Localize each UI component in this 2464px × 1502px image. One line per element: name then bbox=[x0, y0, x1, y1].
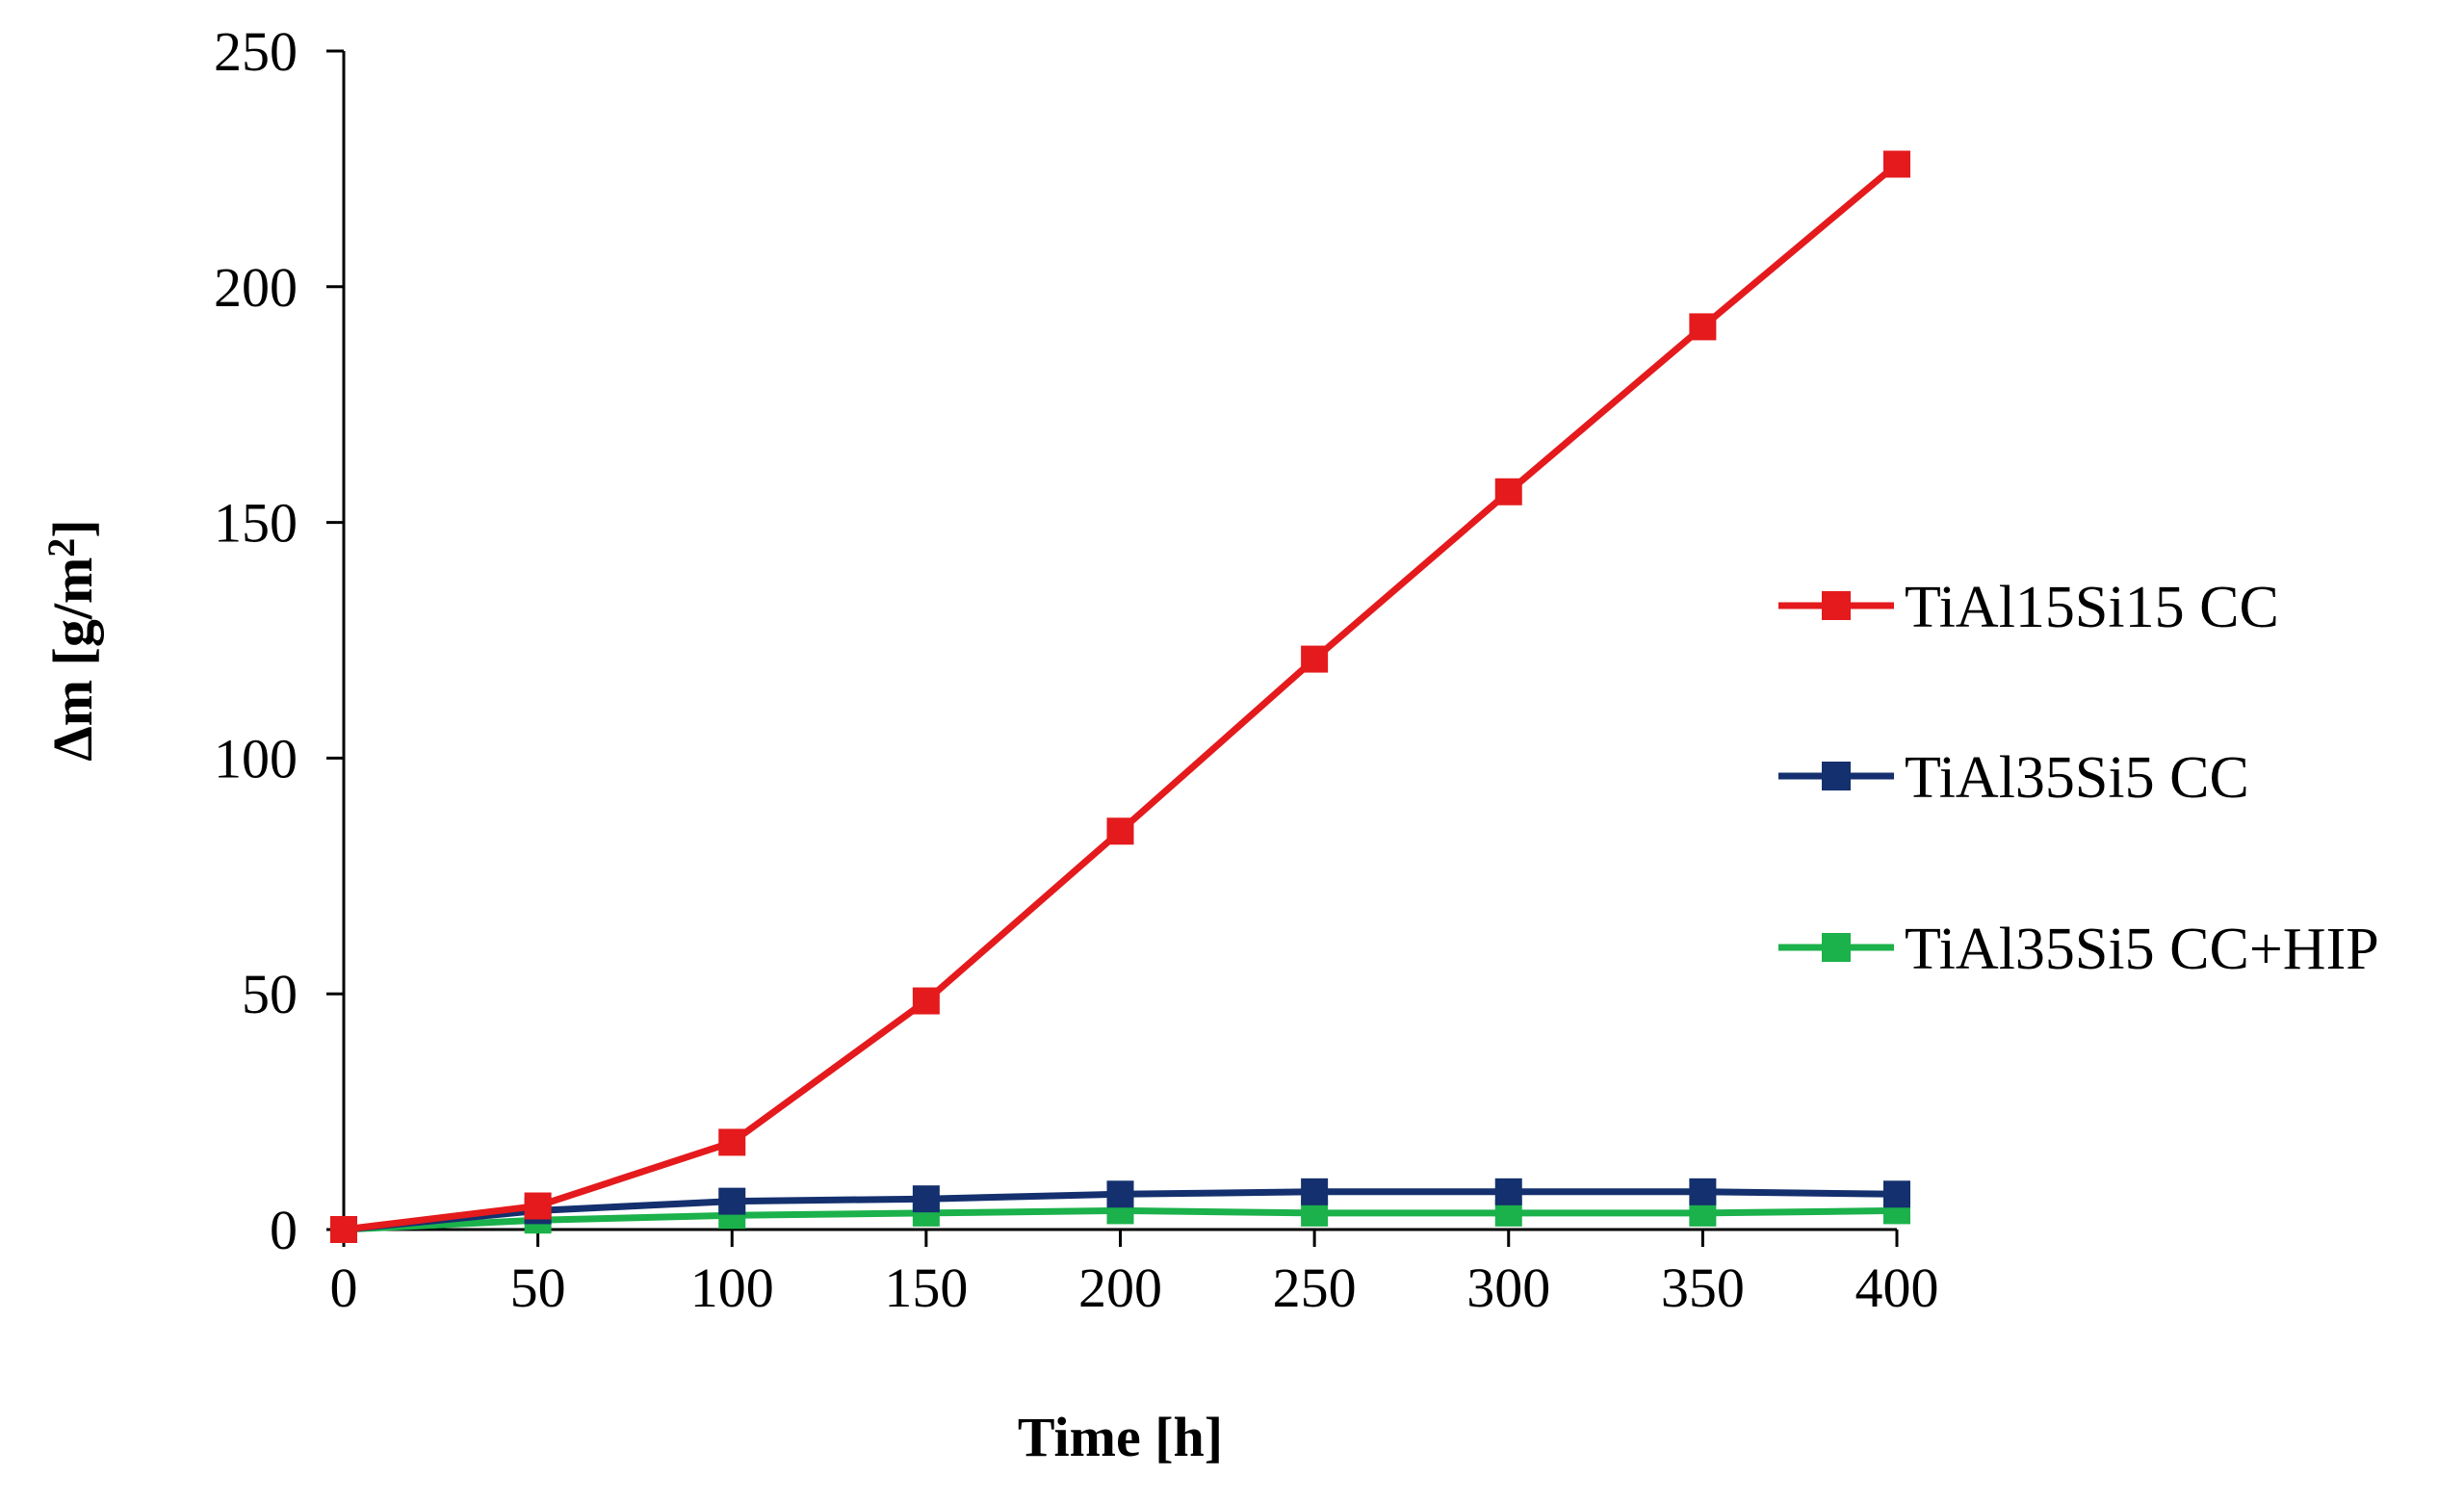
x-tick-label: 150 bbox=[884, 1256, 968, 1319]
x-tick-label: 250 bbox=[1273, 1256, 1357, 1319]
x-tick-label: 100 bbox=[690, 1256, 774, 1319]
y-axis-title-superscript: 2 bbox=[39, 538, 83, 557]
legend-label: TiAl15Si15 CC bbox=[1905, 575, 2279, 640]
data-point bbox=[1689, 313, 1717, 341]
data-point bbox=[1494, 478, 1522, 505]
data-point bbox=[718, 1187, 746, 1215]
data-point bbox=[1689, 1178, 1717, 1205]
data-point bbox=[718, 1128, 746, 1156]
data-point bbox=[524, 1192, 552, 1220]
legend: TiAl15Si15 CC TiAl35Si5 CC TiAl35Si5 CC+HI… bbox=[1778, 575, 2379, 982]
y-axis-title: Δm [g/m2] bbox=[39, 519, 104, 761]
data-point bbox=[1106, 1180, 1134, 1208]
legend-label: TiAl35Si5 CC bbox=[1905, 745, 2249, 811]
legend-item: TiAl15Si15 CC bbox=[1778, 575, 2279, 640]
data-point bbox=[1494, 1178, 1522, 1205]
data-point bbox=[912, 1185, 940, 1213]
data-point bbox=[1883, 150, 1910, 178]
legend-marker bbox=[1822, 591, 1851, 620]
data-point bbox=[1301, 645, 1329, 673]
plot-area bbox=[330, 150, 1910, 1243]
data-point bbox=[1106, 817, 1134, 845]
legend-marker bbox=[1822, 762, 1851, 790]
y-axis-title-end: ] bbox=[41, 519, 104, 537]
data-point bbox=[330, 1216, 357, 1243]
x-axis-title: Time [h] bbox=[1018, 1406, 1223, 1468]
series-tial15si15-cc bbox=[330, 150, 1910, 1243]
series-tial35si5-cc-hip bbox=[330, 1197, 1910, 1243]
legend-marker bbox=[1822, 933, 1851, 962]
y-tick-label: 200 bbox=[214, 256, 298, 319]
x-tick-label: 0 bbox=[330, 1256, 358, 1319]
legend-item: TiAl35Si5 CC bbox=[1778, 745, 2249, 811]
data-point bbox=[1883, 1180, 1910, 1208]
x-tick-label: 300 bbox=[1466, 1256, 1550, 1319]
data-point bbox=[1301, 1178, 1329, 1205]
x-tick-label: 200 bbox=[1078, 1256, 1162, 1319]
x-tick-label: 350 bbox=[1661, 1256, 1745, 1319]
y-tick-label: 150 bbox=[214, 492, 298, 555]
data-point bbox=[912, 987, 940, 1015]
y-axis-title-main: Δm [g/m bbox=[41, 557, 104, 762]
y-tick-label: 0 bbox=[270, 1199, 298, 1261]
y-tick-label: 50 bbox=[242, 963, 298, 1025]
legend-label: TiAl35Si5 CC+HIP bbox=[1905, 917, 2379, 982]
axes: 0 50 100 150 200 250 0 50 100 150 200 250 300 350 400 bbox=[214, 20, 1939, 1319]
x-tick-label: 50 bbox=[510, 1256, 566, 1319]
legend-item: TiAl35Si5 CC+HIP bbox=[1778, 917, 2379, 982]
series-line bbox=[343, 161, 1900, 1233]
x-tick-label: 400 bbox=[1855, 1256, 1939, 1319]
y-tick-label: 250 bbox=[214, 20, 298, 83]
y-tick-label: 100 bbox=[214, 727, 298, 790]
